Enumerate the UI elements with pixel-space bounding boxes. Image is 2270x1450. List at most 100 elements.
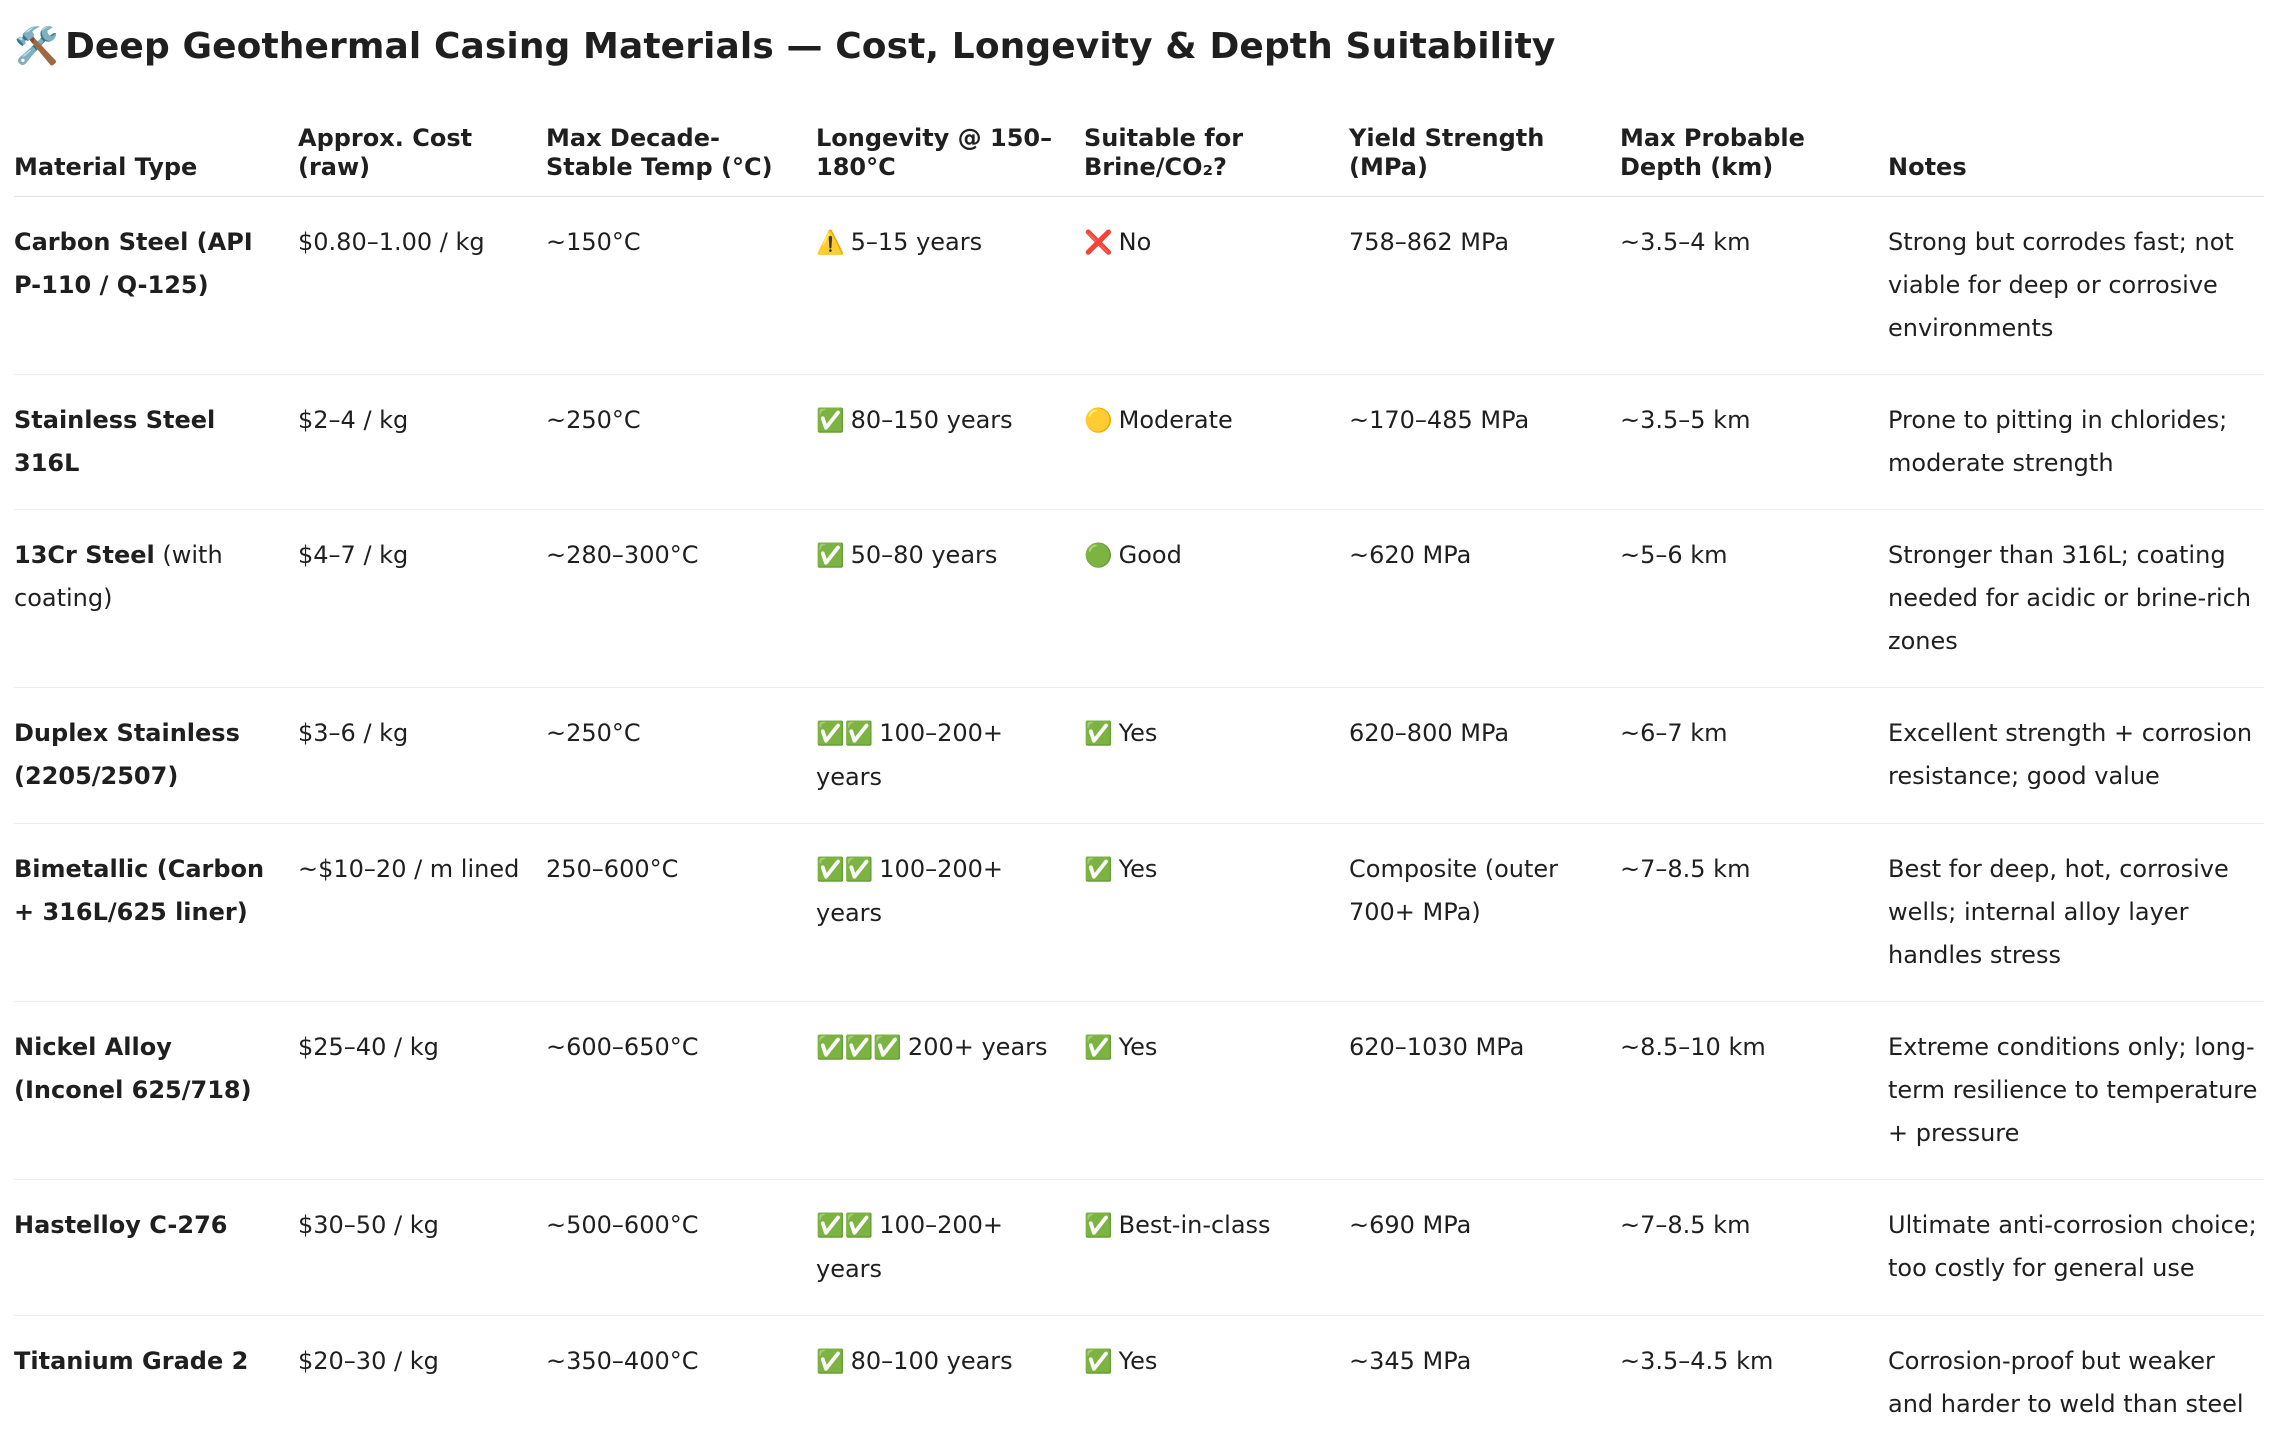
temp-cell: ~600–650°C (546, 1002, 816, 1180)
yield-cell: 620–800 MPa (1349, 688, 1620, 824)
material-cell: Titanium Grade 2 (14, 1316, 298, 1450)
table-row: Stainless Steel 316L $2–4 / kg ~250°C ✅8… (14, 375, 2264, 510)
header-max-temp: Max Decade-Stable Temp (°C) (546, 124, 816, 197)
longevity-value: 50–80 years (851, 541, 998, 569)
longevity-rating-icon: ✅✅ (816, 1213, 873, 1239)
brine-cell: 🟢Good (1084, 510, 1349, 688)
depth-cell: ~3.5–5 km (1620, 375, 1888, 510)
cost-cell: $25–40 / kg (298, 1002, 546, 1180)
brine-cell: ✅Yes (1084, 1316, 1349, 1450)
longevity-value: 80–100 years (851, 1347, 1013, 1375)
brine-rating-icon: ✅ (1084, 1213, 1113, 1239)
temp-cell: ~500–600°C (546, 1180, 816, 1316)
brine-cell: ❌No (1084, 197, 1349, 375)
depth-cell: ~7–8.5 km (1620, 1180, 1888, 1316)
longevity-value: 80–150 years (851, 406, 1013, 434)
table-header-row: Material Type Approx. Cost (raw) Max Dec… (14, 124, 2264, 197)
notes-cell: Prone to pitting in chlorides; moderate … (1888, 375, 2264, 510)
temp-cell: 250–600°C (546, 824, 816, 1002)
header-longevity: Longevity @ 150–180°C (816, 124, 1084, 197)
brine-value: Yes (1119, 719, 1158, 747)
longevity-cell: ✅80–150 years (816, 375, 1084, 510)
longevity-value: 5–15 years (851, 228, 982, 256)
yield-cell: ~170–485 MPa (1349, 375, 1620, 510)
longevity-rating-icon: ✅✅ (816, 721, 873, 747)
brine-value: No (1119, 228, 1152, 256)
table-row: Duplex Stainless (2205/2507) $3–6 / kg ~… (14, 688, 2264, 824)
depth-cell: ~7–8.5 km (1620, 824, 1888, 1002)
brine-rating-icon: ✅ (1084, 1349, 1113, 1375)
header-approx-cost: Approx. Cost (raw) (298, 124, 546, 197)
material-name: Duplex Stainless (2205/2507) (14, 719, 240, 790)
brine-cell: ✅Yes (1084, 824, 1349, 1002)
header-brine-suitability: Suitable for Brine/CO₂? (1084, 124, 1349, 197)
material-name: Bimetallic (Carbon + 316L/625 liner) (14, 855, 264, 926)
table-body: Carbon Steel (API P-110 / Q-125) $0.80–1… (14, 197, 2264, 1450)
longevity-rating-icon: ✅✅✅ (816, 1035, 902, 1061)
brine-value: Good (1119, 541, 1182, 569)
header-yield-strength: Yield Strength (MPa) (1349, 124, 1620, 197)
page-title-text: Deep Geothermal Casing Materials — Cost,… (65, 26, 1556, 67)
material-cell: Hastelloy C-276 (14, 1180, 298, 1316)
yield-cell: 620–1030 MPa (1349, 1002, 1620, 1180)
longevity-cell: ✅✅100–200+ years (816, 1180, 1084, 1316)
longevity-value: 200+ years (908, 1033, 1048, 1061)
material-name: Stainless Steel 316L (14, 406, 215, 477)
brine-cell: ✅Yes (1084, 688, 1349, 824)
longevity-rating-icon: ✅✅ (816, 857, 873, 883)
brine-rating-icon: 🟢 (1084, 543, 1113, 569)
notes-cell: Extreme conditions only; long-term resil… (1888, 1002, 2264, 1180)
longevity-rating-icon: ⚠️ (816, 230, 845, 256)
notes-cell: Best for deep, hot, corrosive wells; int… (1888, 824, 2264, 1002)
material-cell: Nickel Alloy (Inconel 625/718) (14, 1002, 298, 1180)
tools-icon: 🛠️ (14, 22, 59, 72)
temp-cell: ~250°C (546, 688, 816, 824)
material-name: 13Cr Steel (14, 541, 155, 569)
brine-rating-icon: ✅ (1084, 1035, 1113, 1061)
cost-cell: $30–50 / kg (298, 1180, 546, 1316)
table-row: Carbon Steel (API P-110 / Q-125) $0.80–1… (14, 197, 2264, 375)
material-cell: 13Cr Steel (with coating) (14, 510, 298, 688)
table-row: Titanium Grade 2 $20–30 / kg ~350–400°C … (14, 1316, 2264, 1450)
brine-value: Best-in-class (1119, 1211, 1271, 1239)
cost-cell: $20–30 / kg (298, 1316, 546, 1450)
depth-cell: ~8.5–10 km (1620, 1002, 1888, 1180)
cost-cell: $2–4 / kg (298, 375, 546, 510)
brine-rating-icon: ✅ (1084, 857, 1113, 883)
material-name: Nickel Alloy (Inconel 625/718) (14, 1033, 252, 1104)
depth-cell: ~6–7 km (1620, 688, 1888, 824)
brine-rating-icon: ✅ (1084, 721, 1113, 747)
longevity-cell: ✅50–80 years (816, 510, 1084, 688)
temp-cell: ~350–400°C (546, 1316, 816, 1450)
longevity-cell: ⚠️5–15 years (816, 197, 1084, 375)
brine-rating-icon: 🟡 (1084, 408, 1113, 434)
temp-cell: ~250°C (546, 375, 816, 510)
longevity-cell: ✅✅100–200+ years (816, 688, 1084, 824)
material-cell: Bimetallic (Carbon + 316L/625 liner) (14, 824, 298, 1002)
material-cell: Duplex Stainless (2205/2507) (14, 688, 298, 824)
yield-cell: 758–862 MPa (1349, 197, 1620, 375)
material-name: Titanium Grade 2 (14, 1347, 248, 1375)
table-row: Hastelloy C-276 $30–50 / kg ~500–600°C ✅… (14, 1180, 2264, 1316)
brine-value: Moderate (1119, 406, 1233, 434)
depth-cell: ~3.5–4.5 km (1620, 1316, 1888, 1450)
yield-cell: ~620 MPa (1349, 510, 1620, 688)
depth-cell: ~5–6 km (1620, 510, 1888, 688)
longevity-cell: ✅✅✅200+ years (816, 1002, 1084, 1180)
temp-cell: ~150°C (546, 197, 816, 375)
longevity-cell: ✅✅100–200+ years (816, 824, 1084, 1002)
notes-cell: Strong but corrodes fast; not viable for… (1888, 197, 2264, 375)
table-row: Bimetallic (Carbon + 316L/625 liner) ~$1… (14, 824, 2264, 1002)
notes-cell: Excellent strength + corrosion resistanc… (1888, 688, 2264, 824)
notes-cell: Stronger than 316L; coating needed for a… (1888, 510, 2264, 688)
notes-cell: Corrosion-proof but weaker and harder to… (1888, 1316, 2264, 1450)
brine-cell: 🟡Moderate (1084, 375, 1349, 510)
brine-cell: ✅Yes (1084, 1002, 1349, 1180)
material-cell: Carbon Steel (API P-110 / Q-125) (14, 197, 298, 375)
notes-cell: Ultimate anti-corrosion choice; too cost… (1888, 1180, 2264, 1316)
brine-cell: ✅Best-in-class (1084, 1180, 1349, 1316)
brine-value: Yes (1119, 1347, 1158, 1375)
table-row: Nickel Alloy (Inconel 625/718) $25–40 / … (14, 1002, 2264, 1180)
table-row: 13Cr Steel (with coating) $4–7 / kg ~280… (14, 510, 2264, 688)
header-max-depth: Max Probable Depth (km) (1620, 124, 1888, 197)
